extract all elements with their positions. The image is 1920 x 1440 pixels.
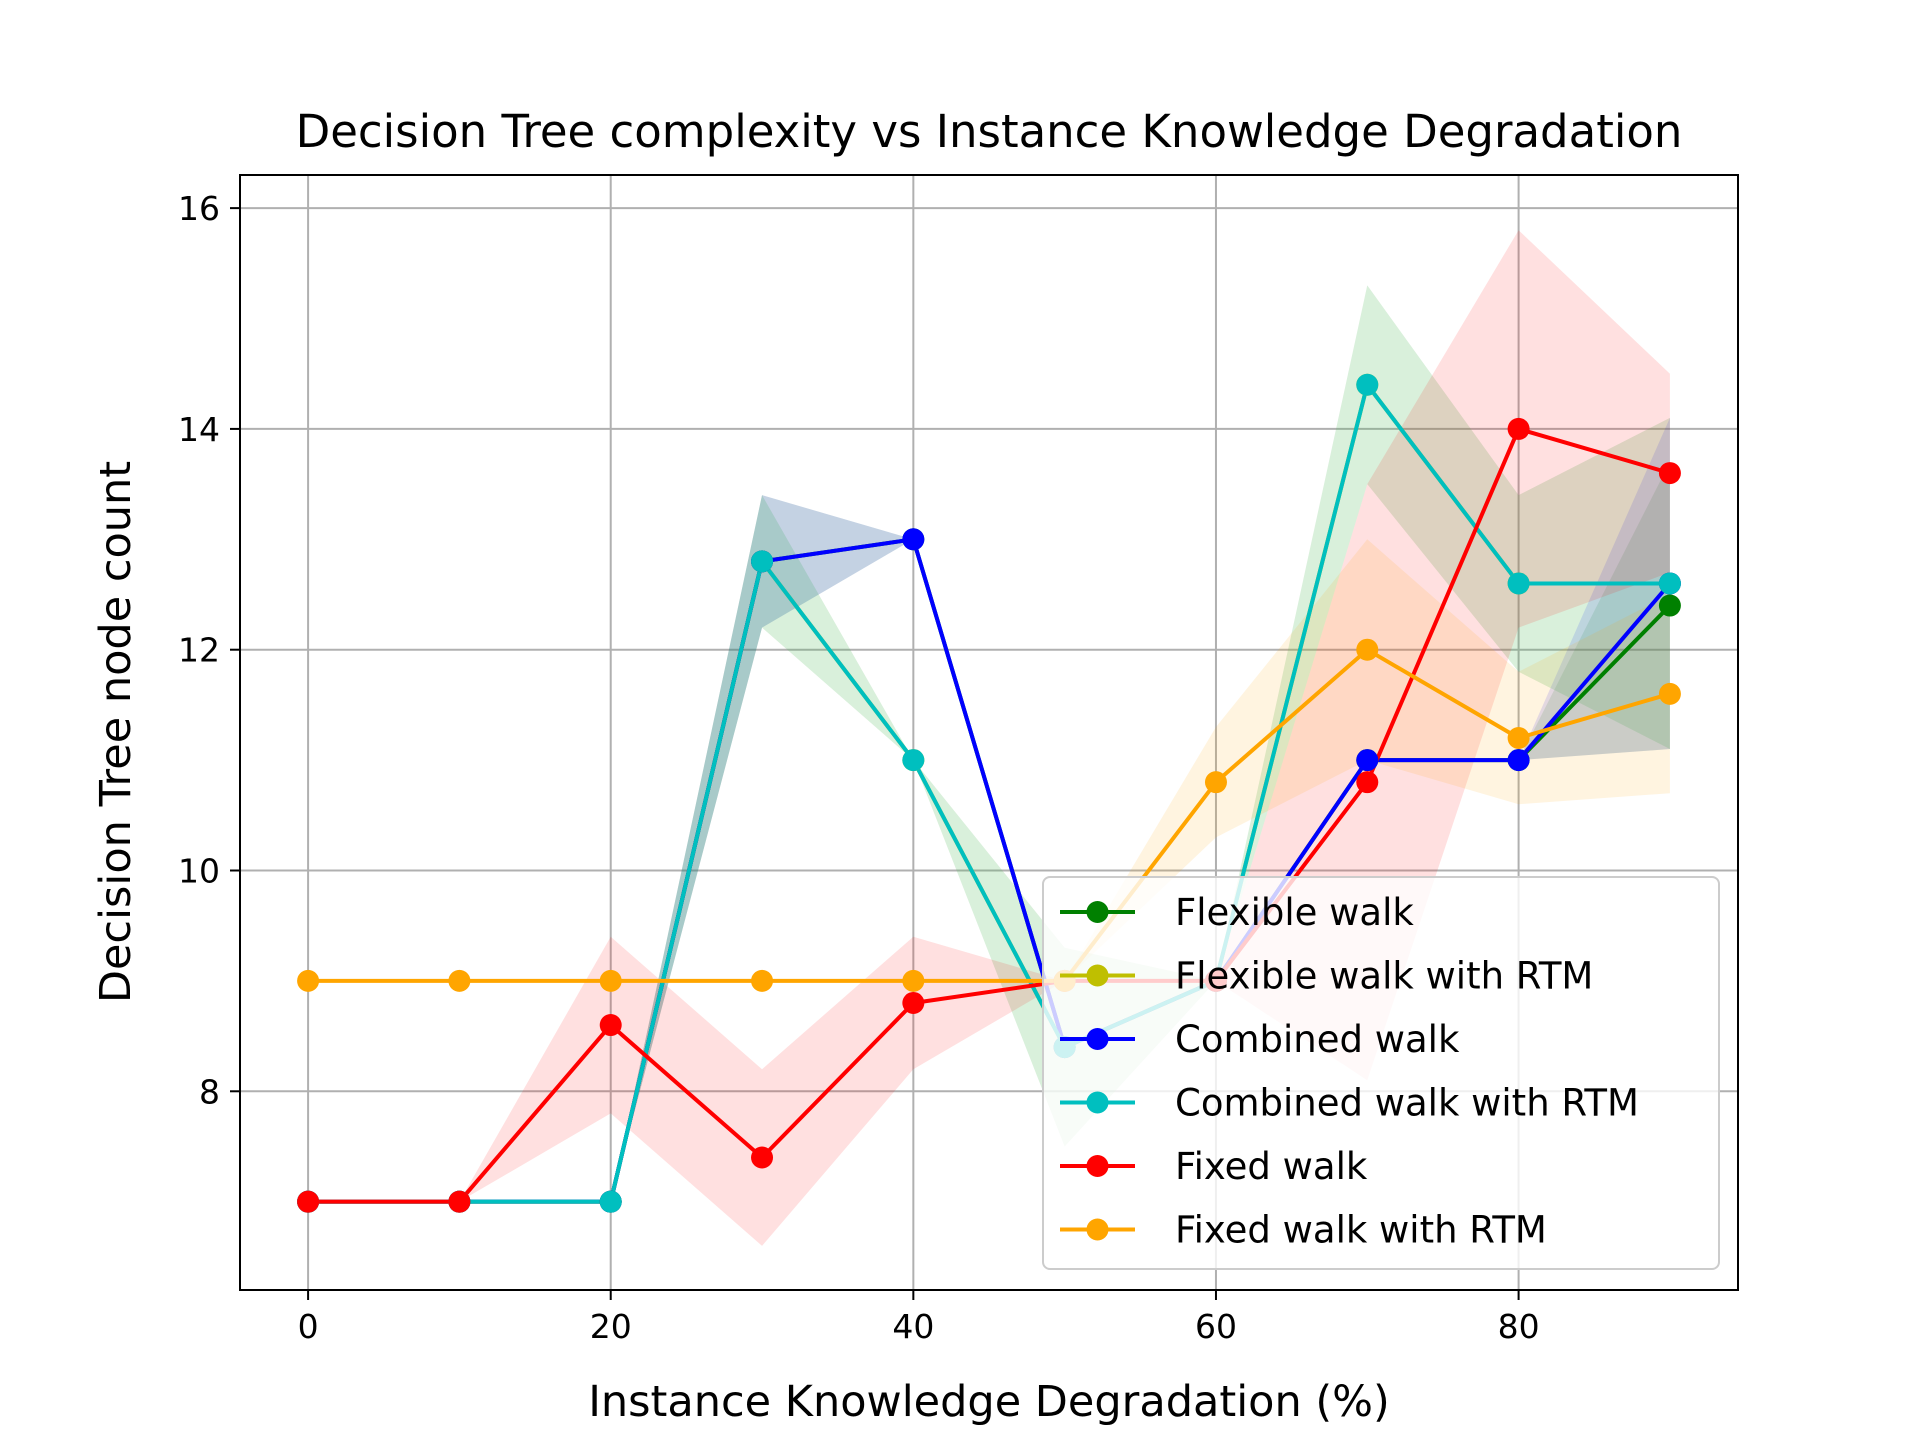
point-combined-walk xyxy=(1356,749,1379,772)
point-fixed-walk xyxy=(297,1190,320,1213)
legend: Flexible walk Flexible walk with RTM Combi… xyxy=(1042,876,1720,1270)
y-tick-label: 12 xyxy=(178,631,220,670)
point-fixed-walk xyxy=(1356,771,1379,794)
legend-label: Fixed walk xyxy=(1175,1145,1368,1188)
band-flexible-walk-with-rtm xyxy=(308,285,1670,1202)
legend-label: Combined walk with RTM xyxy=(1175,1082,1639,1125)
legend-marker xyxy=(1086,1155,1109,1177)
point-combined-walk xyxy=(902,528,925,551)
y-tick-label: 8 xyxy=(199,1072,220,1111)
grid xyxy=(240,175,1738,1290)
x-tick-label: 60 xyxy=(1195,1307,1237,1346)
point-fixed-walk-with-rtm xyxy=(297,969,320,992)
x-tick-label: 20 xyxy=(590,1307,632,1346)
point-combined-walk-with-rtm xyxy=(599,1190,622,1213)
legend-label: Fixed walk with RTM xyxy=(1175,1209,1547,1252)
legend-marker xyxy=(1086,964,1109,987)
y-tick-label: 14 xyxy=(178,410,220,449)
plot-frame xyxy=(239,174,1739,1291)
point-fixed-walk xyxy=(751,1146,774,1169)
line-fixed-walk xyxy=(308,426,1671,1204)
x-axis-label: Instance Knowledge Degradation (%) xyxy=(588,1377,1390,1427)
x-tick-label: 80 xyxy=(1498,1307,1540,1346)
point-flexible-walk xyxy=(1658,594,1681,617)
legend-label: Flexible walk xyxy=(1175,891,1414,934)
point-combined-walk-with-rtm xyxy=(1658,572,1681,595)
legend-marker xyxy=(1086,901,1109,923)
point-fixed-walk-with-rtm xyxy=(1658,682,1681,705)
y-tick-label: 10 xyxy=(178,851,220,890)
x-tick-label: 0 xyxy=(298,1307,319,1346)
point-fixed-walk-with-rtm xyxy=(1507,727,1530,750)
line-fixed-walk-with-rtm xyxy=(308,647,1671,983)
point-fixed-walk xyxy=(1658,462,1681,485)
x-tick-label: 40 xyxy=(892,1307,934,1346)
point-fixed-walk xyxy=(448,1190,471,1213)
legend-marker xyxy=(1086,1218,1109,1241)
y-axis-label: Decision Tree node count xyxy=(91,461,141,1003)
legend-label: Flexible walk with RTM xyxy=(1175,955,1593,998)
legend-marker xyxy=(1086,1091,1109,1114)
point-fixed-walk-with-rtm xyxy=(448,969,471,992)
point-fixed-walk-with-rtm xyxy=(902,969,925,992)
legend-box xyxy=(1042,876,1720,1270)
point-combined-walk-with-rtm xyxy=(1507,572,1530,595)
point-combined-walk-with-rtm xyxy=(902,749,925,772)
band-combined-walk-with-rtm xyxy=(308,285,1670,1202)
series-markers xyxy=(297,373,1681,1213)
point-combined-walk xyxy=(1507,749,1530,772)
point-fixed-walk-with-rtm xyxy=(1204,771,1227,794)
point-fixed-walk xyxy=(599,1014,622,1037)
point-fixed-walk-with-rtm xyxy=(599,969,622,992)
point-fixed-walk-with-rtm xyxy=(751,969,774,992)
y-tick-label: 16 xyxy=(178,189,220,228)
legend-label: Combined walk xyxy=(1175,1018,1460,1061)
point-fixed-walk xyxy=(1507,417,1530,440)
point-fixed-walk xyxy=(902,991,925,1014)
chart-title: Decision Tree complexity vs Instance Kno… xyxy=(296,105,1683,158)
band-fixed-walk-with-rtm xyxy=(308,539,1670,981)
point-combined-walk-with-rtm xyxy=(751,550,774,573)
series-lines xyxy=(308,382,1672,1204)
axis-ticks: 0 20 40 60 80 8 10 12 14 16 xyxy=(178,189,1540,1346)
point-fixed-walk-with-rtm xyxy=(1356,638,1379,661)
legend-marker xyxy=(1086,1028,1109,1050)
line-combined-walk-with-rtm xyxy=(308,382,1670,1204)
point-combined-walk-with-rtm xyxy=(1356,373,1379,396)
